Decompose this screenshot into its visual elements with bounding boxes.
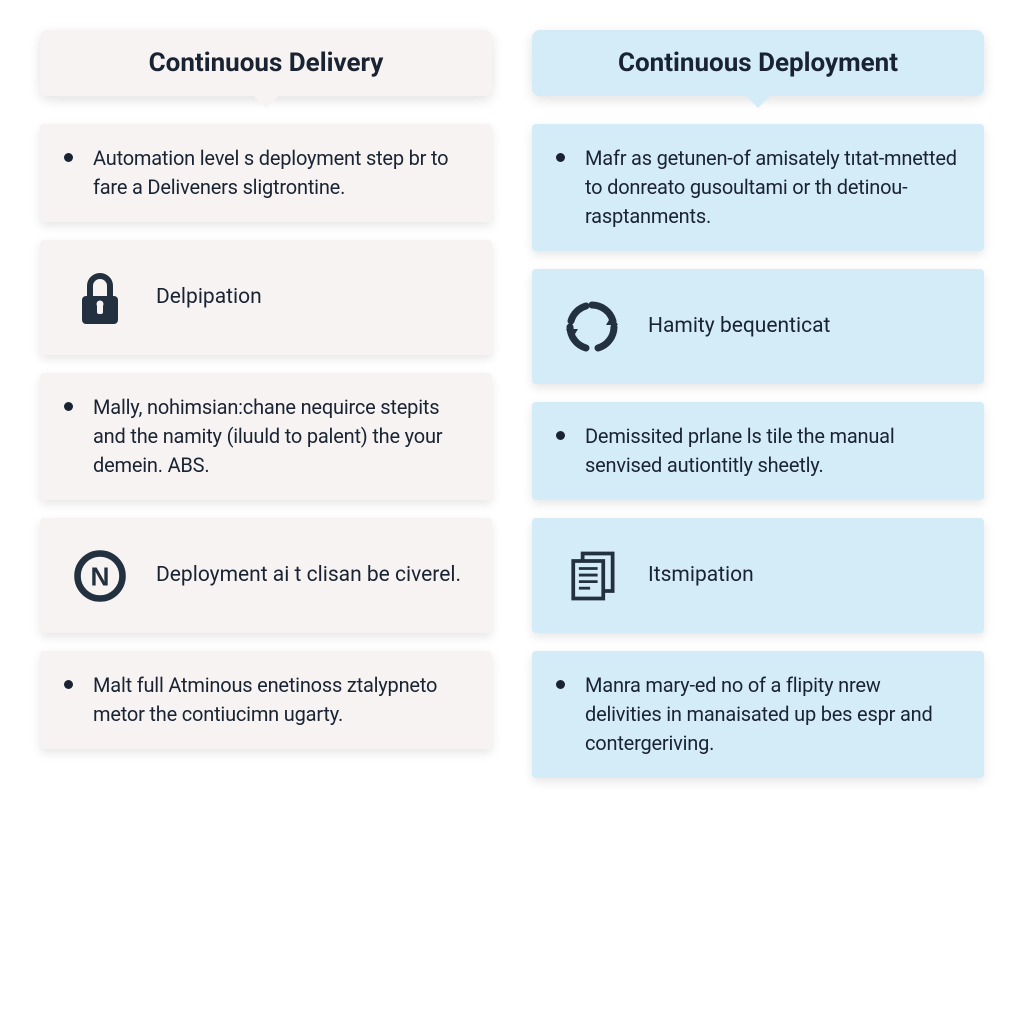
comparison-container: Continuous Delivery Automation level s d… [40, 30, 984, 994]
cycle-icon [556, 291, 628, 363]
left-item-2: Mally, nohimsian:chane nequirce stepits … [40, 373, 492, 500]
bullet-text: Automation level s deployment step br to… [93, 144, 468, 202]
icon-label: Hamity bequenticat [648, 312, 830, 340]
left-item-3: N Deployment ai t clisan be civerel. [40, 518, 492, 633]
bullet-icon [64, 680, 73, 689]
right-item-0: Mafr as getunen-of amisately tıtat-mnett… [532, 124, 984, 251]
right-column: Continuous Deployment Mafr as getunen-of… [532, 30, 984, 994]
right-header: Continuous Deployment [532, 30, 984, 96]
bullet-text: Mafr as getunen-of amisately tıtat-mnett… [585, 144, 960, 231]
right-item-3: Itsmipation [532, 518, 984, 633]
left-item-0: Automation level s deployment step br to… [40, 124, 492, 222]
circle-n-icon: N [64, 540, 136, 612]
bullet-text: Manra mary-ed no of a flipity nrew deliv… [585, 671, 960, 758]
bullet-icon [64, 402, 73, 411]
left-item-1: Delpipation [40, 240, 492, 355]
bullet-icon [556, 680, 565, 689]
document-icon [556, 540, 628, 612]
left-header: Continuous Delivery [40, 30, 492, 96]
left-item-4: Malt full Atminous enetinoss ztalypneto … [40, 651, 492, 749]
bullet-icon [556, 431, 565, 440]
bullet-icon [64, 153, 73, 162]
bullet-text: Mally, nohimsian:chane nequirce stepits … [93, 393, 468, 480]
bullet-icon [556, 153, 565, 162]
icon-label: Delpipation [156, 283, 262, 311]
icon-label: Itsmipation [648, 561, 754, 589]
svg-text:N: N [91, 561, 110, 591]
right-item-4: Manra mary-ed no of a flipity nrew deliv… [532, 651, 984, 778]
right-item-2: Demissited prlane ls tile the manual sen… [532, 402, 984, 500]
right-item-1: Hamity bequenticat [532, 269, 984, 384]
bullet-text: Malt full Atminous enetinoss ztalypneto … [93, 671, 468, 729]
icon-label: Deployment ai t clisan be civerel. [156, 561, 461, 589]
bullet-text: Demissited prlane ls tile the manual sen… [585, 422, 960, 480]
lock-icon [64, 262, 136, 334]
left-column: Continuous Delivery Automation level s d… [40, 30, 492, 994]
